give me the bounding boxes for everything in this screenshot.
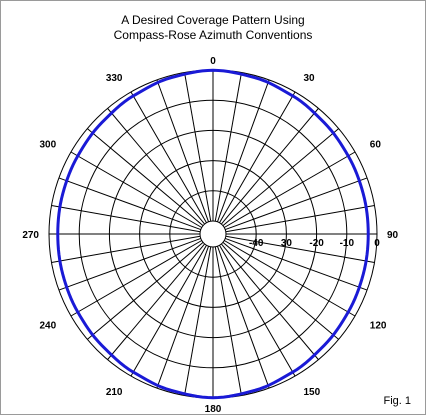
series-line	[56, 68, 370, 400]
figure-label: Fig. 1	[383, 395, 411, 407]
azimuth-tick-label: 330	[106, 73, 123, 84]
grid-spoke	[225, 235, 375, 263]
grid-spoke	[58, 177, 201, 231]
azimuth-tick-label: 180	[205, 404, 222, 414]
grid-spoke	[214, 72, 242, 222]
series-layer	[56, 68, 370, 400]
grid-spoke	[224, 151, 356, 228]
grid-spoke	[224, 240, 356, 317]
azimuth-tick-label: 90	[387, 230, 399, 241]
radial-tick-label: -20	[309, 238, 324, 249]
grid-spoke	[156, 79, 210, 222]
grid-spoke	[58, 237, 201, 291]
grid-spoke	[156, 246, 210, 389]
azimuth-tick-label: 120	[370, 321, 387, 332]
grid-spoke	[225, 205, 375, 233]
grid-spoke	[184, 72, 212, 222]
grid-spoke	[70, 151, 202, 228]
grid-spoke	[220, 108, 319, 225]
azimuth-tick-label: 60	[370, 140, 382, 151]
grid-spoke	[219, 245, 296, 377]
grid-spoke	[51, 205, 201, 233]
grid-spoke	[70, 240, 202, 317]
azimuth-tick-label: 300	[40, 140, 57, 151]
radial-tick-label: 30	[281, 238, 293, 249]
grid-ring	[199, 220, 227, 248]
grid-spoke	[214, 246, 242, 396]
azimuth-tick-label: 270	[22, 230, 39, 241]
grid-spoke	[220, 243, 319, 360]
grid-spoke	[216, 79, 270, 222]
azimuth-grid-spokes	[49, 70, 377, 398]
grid-spoke	[107, 243, 206, 360]
grid-spoke	[130, 91, 207, 223]
grid-spoke	[225, 177, 368, 231]
radial-labels: -40 30 -20 -10 0	[249, 238, 380, 249]
grid-spoke	[87, 128, 204, 227]
azimuth-tick-label: 30	[304, 73, 316, 84]
chart-title: A Desired Coverage Pattern Using	[121, 13, 305, 27]
grid-spoke	[225, 237, 368, 291]
grid-spoke	[216, 246, 270, 389]
chart-subtitle: Compass-Rose Azimuth Conventions	[113, 28, 313, 42]
azimuth-tick-label: 210	[106, 387, 123, 398]
grid-spoke	[184, 246, 212, 396]
azimuth-tick-label: 0	[210, 56, 216, 67]
grid-spoke	[219, 91, 296, 223]
grid-spoke	[222, 241, 339, 340]
grid-spoke	[51, 235, 201, 263]
azimuth-tick-label: 240	[40, 321, 57, 332]
azimuth-tick-label: 150	[304, 387, 321, 398]
grid-spoke	[222, 128, 339, 227]
radial-tick-label: -40	[249, 238, 264, 249]
radial-tick-label: 0	[374, 238, 380, 249]
grid-spoke	[107, 108, 206, 225]
radial-tick-label: -10	[340, 238, 355, 249]
grid-spoke	[87, 241, 204, 340]
grid-spoke	[130, 245, 207, 377]
